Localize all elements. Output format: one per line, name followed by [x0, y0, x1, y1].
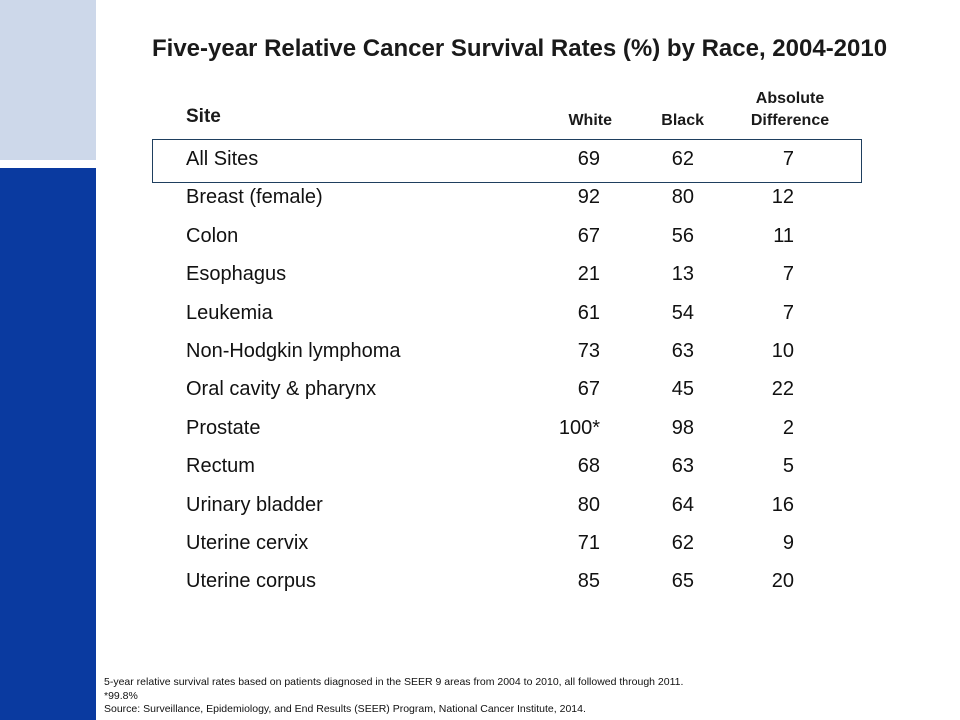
cell-site: Colon [186, 224, 239, 247]
table-row: All Sites 69 62 7 [0, 139, 960, 177]
cell-black: 13 [671, 263, 694, 286]
cell-white: 80 [577, 493, 600, 516]
cell-black: 54 [671, 301, 694, 324]
cell-white: 73 [577, 339, 600, 362]
cell-site: All Sites [186, 148, 259, 170]
cell-site: Prostate [186, 416, 261, 439]
column-header-white: White [568, 112, 612, 129]
cell-difference: 12 [771, 186, 794, 209]
cell-white: 71 [577, 531, 600, 554]
footnote-source: Source: Surveillance, Epidemiology, and … [104, 703, 586, 715]
cell-difference: 20 [771, 570, 794, 593]
column-header-difference: Absolute Difference [730, 88, 850, 132]
all-sites-highlight-box [152, 139, 862, 183]
table-row: Oral cavity & pharynx 67 45 22 [0, 369, 960, 407]
cell-difference: 2 [782, 416, 794, 439]
cell-white: 92 [577, 186, 600, 209]
cell-difference: 7 [782, 148, 794, 170]
column-header-site: Site [186, 106, 221, 127]
cell-black: 62 [671, 148, 694, 170]
cell-difference: 7 [782, 301, 794, 324]
cell-site: Urinary bladder [186, 493, 323, 516]
cell-site: Uterine cervix [186, 531, 309, 554]
cell-difference: 16 [771, 493, 794, 516]
cell-site: Esophagus [186, 263, 287, 286]
cell-black: 98 [671, 416, 694, 439]
cell-black: 64 [671, 493, 694, 516]
column-header-difference-line1: Absolute [755, 90, 825, 107]
cell-site: Uterine corpus [186, 570, 317, 593]
cell-white: 61 [577, 301, 600, 324]
sidebar-light-band [0, 0, 96, 160]
table-row: Esophagus 21 13 7 [0, 254, 960, 292]
cell-difference: 5 [782, 455, 794, 478]
cell-white: 100* [558, 416, 600, 439]
footnote-asterisk: *99.8% [104, 689, 138, 702]
cell-site: Leukemia [186, 301, 273, 324]
cell-difference: 22 [771, 378, 794, 401]
cell-white: 21 [577, 263, 600, 286]
survival-table: All Sites 69 62 7 Breast (female) 92 80 … [0, 139, 960, 600]
cell-black: 62 [671, 531, 694, 554]
cell-difference: 7 [782, 263, 794, 286]
cell-black: 63 [671, 455, 694, 478]
column-header-black: Black [661, 112, 704, 129]
footnote-methodology: 5-year relative survival rates based on … [104, 676, 684, 688]
cell-white: 67 [577, 378, 600, 401]
slide-title: Five-year Relative Cancer Survival Rates… [152, 35, 888, 62]
cell-white: 67 [577, 224, 600, 247]
table-row: Rectum 68 63 5 [0, 446, 960, 484]
cell-site: Breast (female) [186, 186, 323, 209]
cell-white: 85 [577, 570, 600, 593]
cell-site: Rectum [186, 455, 255, 478]
table-row: Leukemia 61 54 7 [0, 293, 960, 331]
cell-black: 56 [671, 224, 694, 247]
cell-black: 45 [671, 378, 694, 401]
cell-difference: 10 [771, 339, 794, 362]
cell-difference: 9 [782, 531, 794, 554]
cell-site: Non-Hodgkin lymphoma [186, 339, 401, 362]
cell-site: Oral cavity & pharynx [186, 378, 377, 401]
table-row: Breast (female) 92 80 12 [0, 177, 960, 215]
table-row: Prostate 100* 98 2 [0, 408, 960, 446]
footnotes: 5-year relative survival rates based on … [104, 676, 944, 717]
table-row: Uterine corpus 85 65 20 [0, 561, 960, 599]
table-row: Colon 67 56 11 [0, 216, 960, 254]
cell-white: 68 [577, 455, 600, 478]
table-row: Non-Hodgkin lymphoma 73 63 10 [0, 331, 960, 369]
cell-difference: 11 [773, 224, 794, 247]
cell-black: 63 [671, 339, 694, 362]
cell-black: 65 [671, 570, 694, 593]
sidebar-dark-band [0, 168, 96, 720]
cell-black: 80 [671, 186, 694, 209]
cell-white: 69 [577, 148, 600, 170]
table-row: Uterine cervix 71 62 9 [0, 523, 960, 561]
column-header-difference-line2: Difference [750, 112, 830, 129]
table-row: Urinary bladder 80 64 16 [0, 485, 960, 523]
